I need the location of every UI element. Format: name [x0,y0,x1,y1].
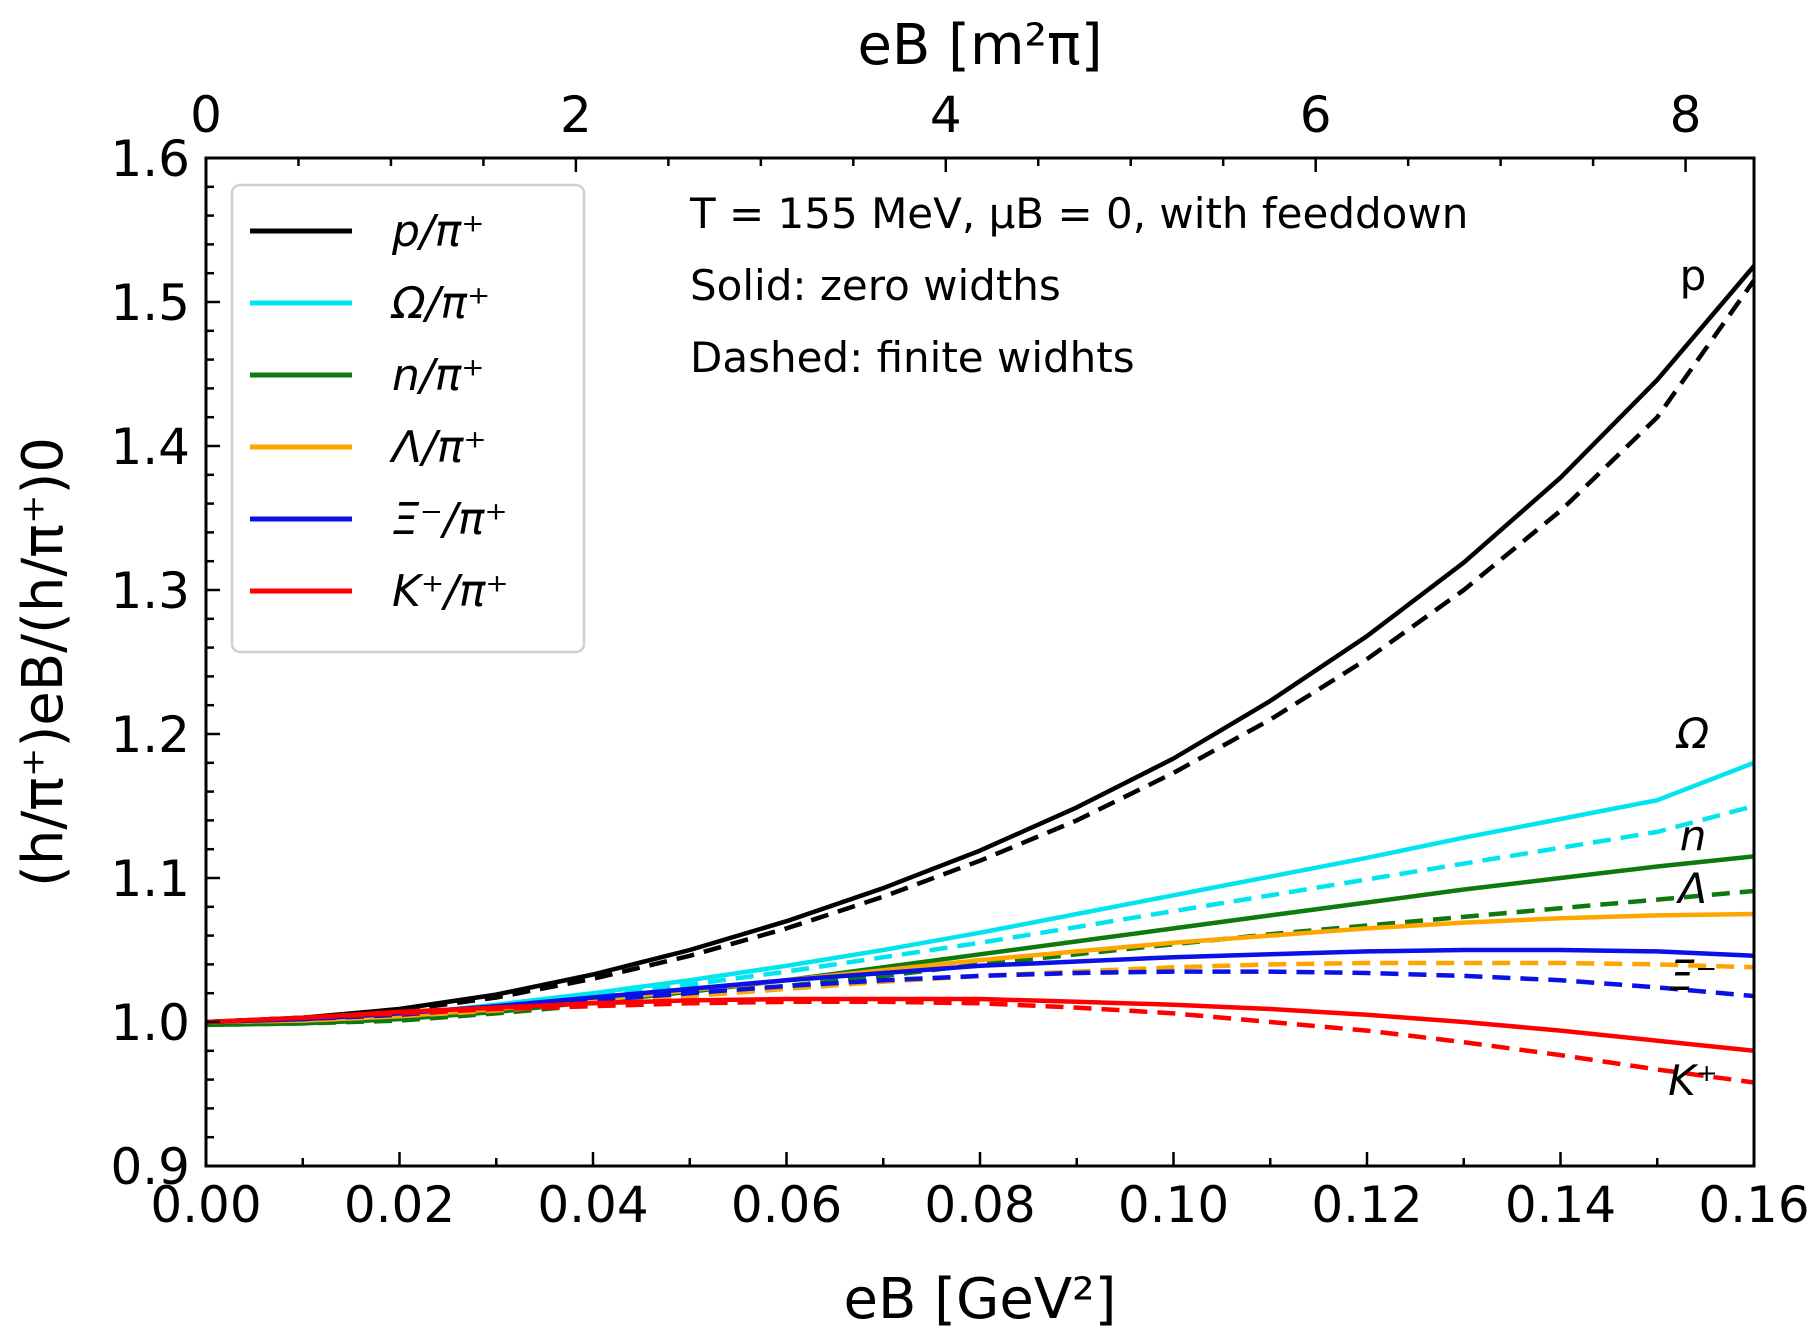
series-1-solid-line [205,264,1756,1025]
legend-label-2: Ω/π⁺ [390,278,490,329]
legend-label-6: K⁺/π⁺ [392,566,509,617]
plot-lines [205,264,1756,1085]
x-tick-label: 0.12 [1311,1176,1422,1234]
legend-label-4: Λ/π⁺ [389,422,487,473]
y-tick-label: 1.6 [110,130,190,188]
y-tick-label: 1.3 [110,562,190,620]
y-tick-label: 1.4 [110,418,190,476]
y-axis-title: (h/π⁺)eB/(h/π⁺)0 [11,437,76,887]
legend: p/π⁺ Ω/π⁺ n/π⁺ Λ/π⁺ Ξ⁻/π⁺ K⁺/π⁺ [230,183,586,654]
x-tick-label: 0.16 [1698,1176,1809,1234]
x-tick-label: 0.00 [150,1176,261,1234]
end-labels: p ΩnΛ Ξ⁻ K⁺ [1668,251,1718,1105]
annotation-line-1: T = 155 MeV, μB = 0, with feeddown [689,189,1468,238]
annotation-line-3: Dashed: finite widhts [690,333,1135,382]
annotation-line-2: Solid: zero widths [690,261,1061,310]
x-axis-title: eB [GeV²] [844,1267,1117,1331]
y-tick-label: 1.5 [110,274,190,332]
top-x-axis-title: eB [m²π] [857,13,1102,78]
x-tick-label: 0.14 [1505,1176,1616,1234]
y-tick-label: 1.1 [110,850,190,908]
end-label-3: n [1680,811,1707,860]
end-label-6: K⁺ [1668,1056,1718,1105]
ticks [204,156,1756,1168]
y-tick-label: 0.9 [110,1138,190,1196]
top-x-tick-label: 8 [1670,86,1702,144]
annotation-block: T = 155 MeV, μB = 0, with feeddown Solid… [689,189,1468,382]
x-tick-label: 0.10 [1118,1176,1229,1234]
legend-label-3: n/π⁺ [392,350,484,401]
y-tick-label: 1.0 [110,994,190,1052]
series-1-dashed-line [205,279,1756,1025]
top-x-tick-label: 2 [560,86,592,144]
end-label-4: Λ [1676,864,1708,913]
x-tick-label: 0.08 [924,1176,1035,1234]
end-label-1: p [1680,251,1707,300]
tick-labels: 0.00 0.02 0.04 0.06 0.08 0.10 0.12 0.14 0.16 0.9 1… [110,86,1809,1234]
series-6-solid-line [205,996,1755,1054]
end-label-5: Ξ⁻ [1669,951,1718,1000]
x-tick-label: 0.06 [731,1176,842,1234]
x-tick-label: 0.02 [344,1176,455,1234]
y-tick-label: 1.2 [110,706,190,764]
top-x-tick-label: 0 [190,86,222,144]
x-tick-label: 0.04 [537,1176,648,1234]
top-x-tick-label: 6 [1300,86,1332,144]
top-x-tick-label: 4 [930,86,962,144]
legend-label-5: Ξ⁻/π⁺ [392,494,508,545]
end-label-2: Ω [1675,709,1709,758]
legend-label-1: p/π⁺ [391,206,484,257]
